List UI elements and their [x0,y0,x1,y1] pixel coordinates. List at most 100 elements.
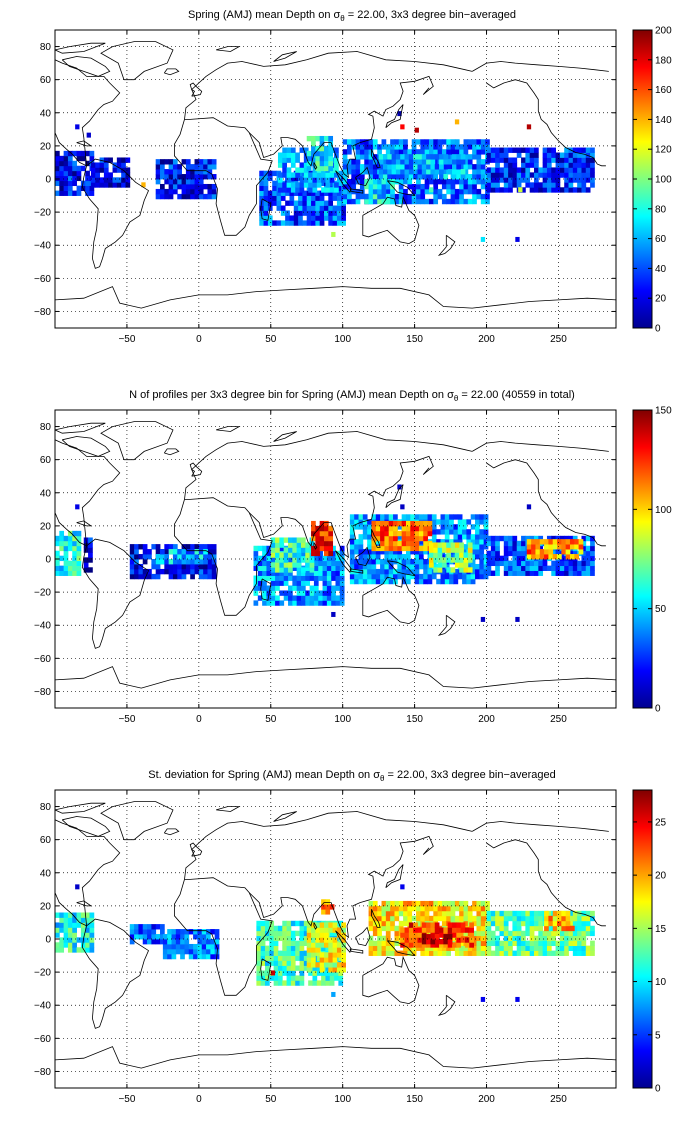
data-bin [577,157,582,163]
data-bin [456,927,462,933]
data-bin [581,535,587,542]
data-bin [456,169,462,175]
data-bin [551,147,556,153]
data-bin [499,152,505,158]
data-bin [85,150,90,157]
data-bin [378,159,384,165]
data-bin [55,170,60,177]
data-bin [581,560,587,567]
data-bin [311,947,316,953]
data-bin [306,220,312,226]
map-area [55,421,616,689]
data-bin [433,193,439,200]
data-bin [168,169,174,175]
data-bin [466,519,472,525]
data-bin [164,193,170,200]
data-bin [476,164,482,170]
data-bin [572,940,578,947]
data-bin [286,182,292,188]
data-bin [397,563,403,570]
data-bin [534,167,539,173]
data-bin [441,905,447,912]
data-bin [534,565,539,571]
data-bin [568,945,574,951]
data-bin [155,169,161,175]
data-bin [529,182,535,188]
data-bin [308,182,313,188]
data-bin [76,535,82,542]
data-bin [171,934,177,940]
data-bin [302,205,308,211]
data-bin [303,920,309,927]
data-bin [463,557,469,563]
data-bin [538,565,544,571]
data-bin [557,544,562,550]
data-bin [270,570,276,576]
data-bin [256,980,262,986]
data-bin [323,962,329,968]
data-bin [89,185,95,191]
data-bin [437,567,443,573]
y-tick-label: −20 [34,588,51,599]
data-bin [316,965,322,971]
data-bin [503,910,509,917]
data-bin [95,167,100,173]
data-bin [380,568,385,575]
data-bin [367,539,372,545]
data-bin [407,179,413,185]
data-bin [172,183,178,190]
data-bin [295,975,300,981]
data-bin [479,514,485,520]
data-bin [411,169,417,175]
y-tick-label: −60 [34,654,51,665]
data-bin [349,554,355,560]
data-bin [565,920,571,927]
data-bin [270,542,276,548]
data-bin [311,922,316,928]
data-bin [433,915,439,922]
data-bin [485,900,490,907]
data-bin [290,152,296,158]
data-bin [377,144,382,150]
data-bin [416,188,421,195]
data-bin [328,155,334,162]
data-bin [413,154,418,160]
data-bin [411,149,417,155]
data-bin [203,169,208,175]
data-bin [414,568,420,575]
data-bin [72,912,77,918]
data-bin [503,545,509,552]
data-bin [512,535,518,542]
data-bin [181,174,187,180]
data-bin [377,910,382,917]
data-bin [404,164,410,170]
data-bin [206,934,211,940]
data-bin [311,937,316,943]
data-bin [546,945,552,951]
data-bin [289,195,295,201]
data-bin [408,159,414,165]
data-bin [190,568,195,575]
data-bin [577,167,582,173]
data-bin [180,943,185,950]
data-bin [262,585,267,591]
data-bin [512,555,518,562]
data-bin [99,177,105,183]
data-bin [260,950,266,956]
data-bin [390,198,395,205]
data-bin [372,179,378,185]
data-bin [63,942,69,948]
x-tick-label: 50 [265,714,277,725]
data-bin [470,559,476,565]
data-bin [490,152,496,158]
data-bin [76,190,82,196]
data-bin [76,545,82,552]
data-bin [335,570,341,576]
x-tick-label: 200 [478,1094,495,1105]
data-bin [433,557,439,563]
data-bin [426,169,431,175]
data-bin [483,544,489,550]
data-bin [495,945,500,951]
data-bin [480,920,486,927]
data-bin [341,957,346,963]
